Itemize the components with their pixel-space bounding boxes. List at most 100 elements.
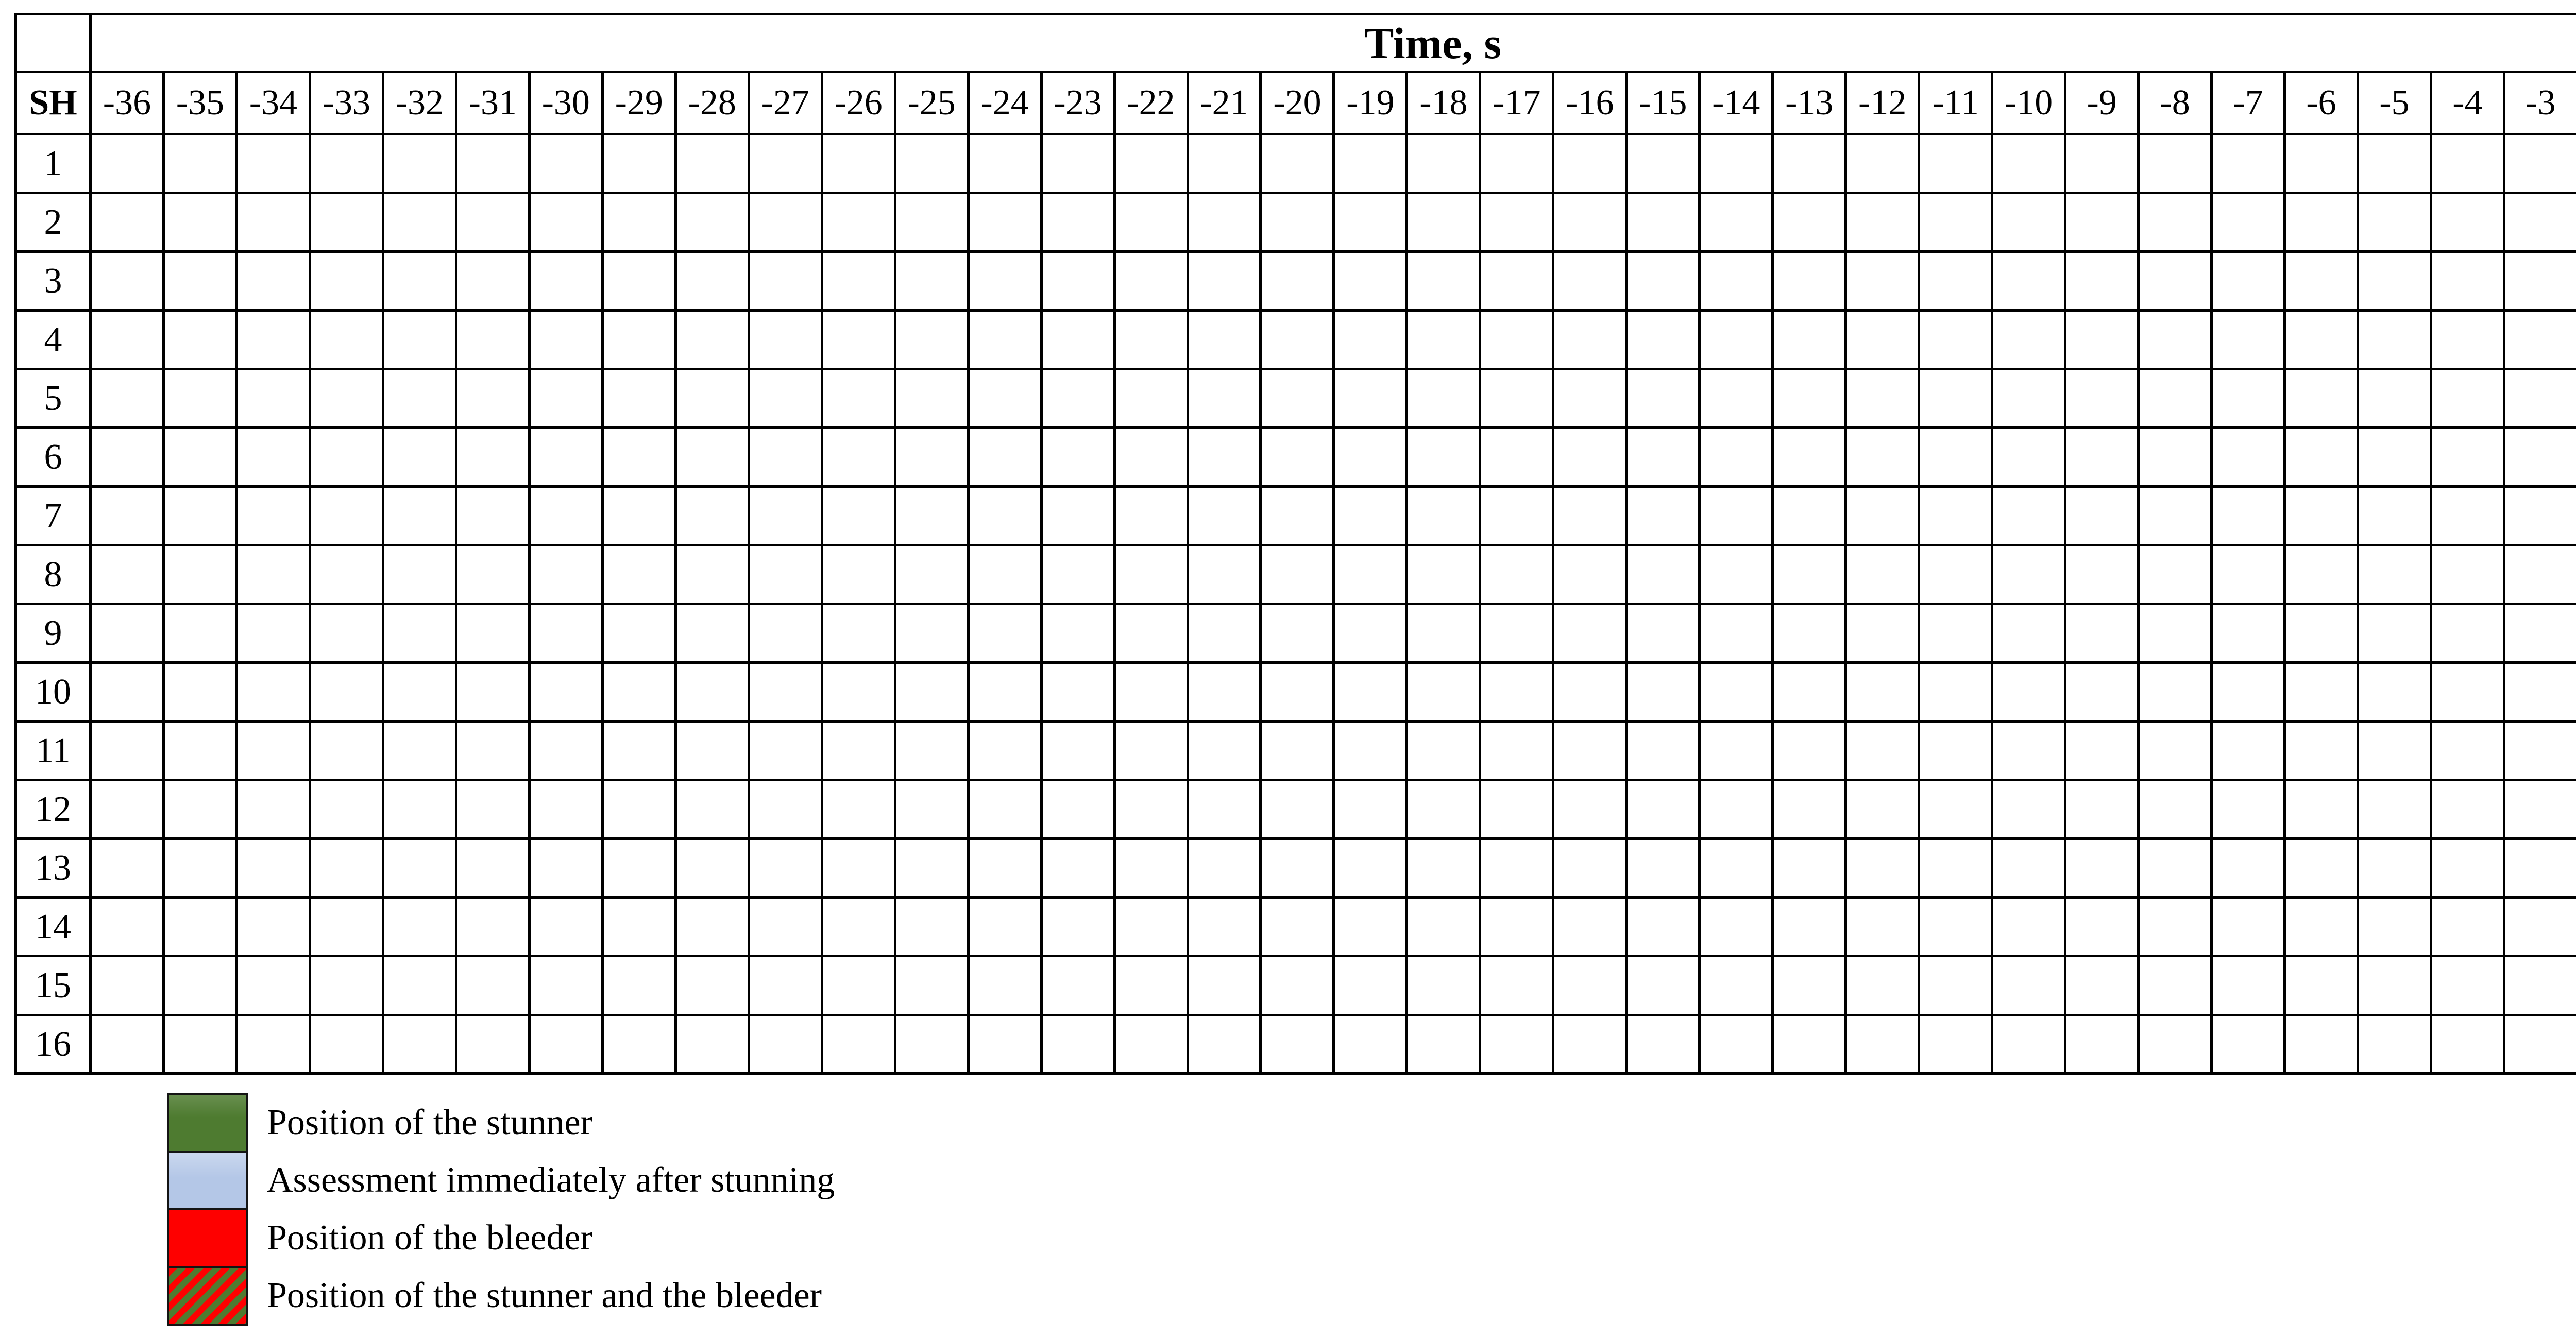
grid-cell — [2502, 250, 2576, 312]
grid-cell — [2429, 133, 2505, 194]
grid-cell — [1991, 192, 2067, 253]
time-axis-row: Time, s — [14, 13, 2576, 73]
grid-cell — [601, 250, 677, 312]
grid-cell — [1698, 192, 1774, 253]
grid-cell — [601, 192, 677, 253]
grid-cell — [674, 426, 750, 488]
grid-cell — [747, 133, 823, 194]
grid-cell — [2210, 661, 2286, 723]
grid-cell — [1698, 133, 1774, 194]
grid-cell — [1332, 661, 1409, 723]
grid-cell — [1186, 250, 1262, 312]
grid-cell — [1186, 837, 1262, 899]
grid-cell — [747, 720, 823, 781]
grid-cell — [162, 661, 238, 723]
grid-cell — [2356, 896, 2432, 957]
grid-cell — [2283, 544, 2359, 605]
grid-cell — [1991, 250, 2067, 312]
grid-cell — [1479, 896, 1555, 957]
grid-cell — [1698, 661, 1774, 723]
grid-cell — [528, 133, 604, 194]
grid-cell — [1698, 955, 1774, 1016]
grid-cell — [893, 837, 970, 899]
grid-cell — [1771, 837, 1848, 899]
grid-cell — [2502, 1014, 2576, 1075]
grid-cell — [454, 485, 531, 546]
grid-cell — [2502, 720, 2576, 781]
grid-cell — [747, 485, 823, 546]
grid-cell — [1552, 133, 1628, 194]
grid-cell — [1625, 250, 1701, 312]
time-column-header: -32 — [381, 71, 457, 135]
grid-cell — [1552, 661, 1628, 723]
grid-cell — [1991, 309, 2067, 370]
grid-cell — [2429, 309, 2505, 370]
grid-cell — [2356, 309, 2432, 370]
grid-cell — [1405, 133, 1482, 194]
grid-cell — [1991, 544, 2067, 605]
grid-cell — [308, 250, 384, 312]
grid-cell — [674, 544, 750, 605]
grid-cell — [2283, 661, 2359, 723]
time-column-header: -4 — [2429, 71, 2505, 135]
grid-cell — [674, 192, 750, 253]
time-column-header: -26 — [820, 71, 896, 135]
grid-cell — [2137, 192, 2213, 253]
grid-cell — [1698, 837, 1774, 899]
grid-cell — [89, 426, 165, 488]
time-column-header: -19 — [1332, 71, 1409, 135]
grid-cell — [1698, 544, 1774, 605]
grid-cell — [2137, 1014, 2213, 1075]
grid-cell — [893, 133, 970, 194]
grid-cell — [1625, 485, 1701, 546]
grid-cell — [1552, 309, 1628, 370]
grid-cell — [1479, 603, 1555, 664]
time-column-header: -30 — [528, 71, 604, 135]
row-label: 1 — [14, 133, 92, 194]
grid-cell — [2283, 603, 2359, 664]
grid-cell — [1552, 192, 1628, 253]
time-column-header: -35 — [162, 71, 238, 135]
grid-cell — [1991, 896, 2067, 957]
grid-cell — [674, 603, 750, 664]
grid-cell — [893, 603, 970, 664]
grid-cell — [893, 250, 970, 312]
grid-cell — [1552, 955, 1628, 1016]
grid-cell — [1625, 955, 1701, 1016]
grid-cell — [1844, 426, 1921, 488]
grid-cell — [1479, 250, 1555, 312]
grid-cell — [528, 309, 604, 370]
grid-cell — [1405, 603, 1482, 664]
grid-cell — [2064, 661, 2140, 723]
grid-cell — [2502, 192, 2576, 253]
time-column-header: -10 — [1991, 71, 2067, 135]
grid-cell — [2356, 1014, 2432, 1075]
grid-cell — [308, 661, 384, 723]
corner-spacer — [14, 13, 92, 73]
grid-cell — [1040, 955, 1116, 1016]
grid-cell — [1405, 192, 1482, 253]
grid-cell — [820, 661, 896, 723]
grid-cell — [1332, 309, 1409, 370]
grid-cell — [1918, 896, 1994, 957]
grid-cell — [601, 955, 677, 1016]
grid-row: 14 — [14, 896, 2576, 957]
grid-cell — [1405, 485, 1482, 546]
grid-cell — [1040, 250, 1116, 312]
grid-cell — [1113, 368, 1189, 429]
grid-cell — [1186, 779, 1262, 840]
grid-cell — [1405, 250, 1482, 312]
grid-cell — [235, 837, 311, 899]
grid-cell — [1625, 1014, 1701, 1075]
grid-cell — [2137, 661, 2213, 723]
grid-cell — [674, 955, 750, 1016]
grid-cell — [1332, 250, 1409, 312]
row-label: 9 — [14, 603, 92, 664]
grid-cell — [528, 896, 604, 957]
grid-cell — [1771, 368, 1848, 429]
grid-cell — [2064, 720, 2140, 781]
grid-cell — [1918, 368, 1994, 429]
legend-item-label: Assessment immediately after stunning — [267, 1160, 835, 1200]
grid-cell — [747, 544, 823, 605]
grid-cell — [454, 1014, 531, 1075]
